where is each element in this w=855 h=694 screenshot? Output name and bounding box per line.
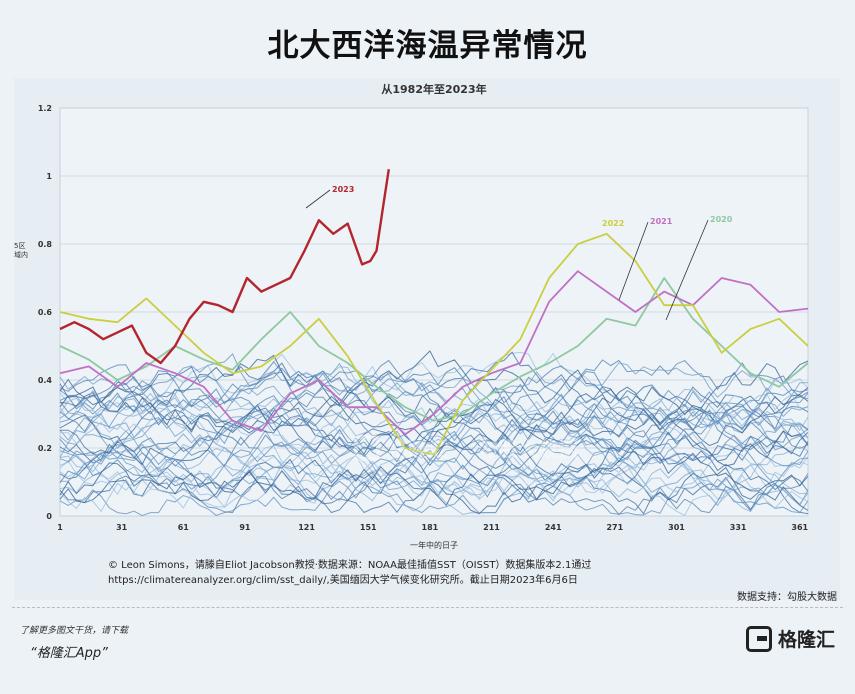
x-tick-label: 151 — [360, 523, 377, 532]
annotation-2023: 2023 — [332, 185, 354, 194]
chart-title: 从1982年至2023年 — [381, 82, 486, 96]
watermark-logo-icon — [354, 434, 380, 461]
x-tick-label: 241 — [545, 523, 562, 532]
divider — [12, 607, 843, 608]
y-tick-label: 0.8 — [38, 240, 53, 249]
x-tick-label: 361 — [791, 523, 808, 532]
background-series-line — [59, 387, 809, 453]
background-series-line — [59, 456, 809, 515]
background-series-line — [59, 458, 809, 516]
promo-line1: 了解更多图文干货，请下载 — [20, 626, 129, 636]
series-line-2023 — [59, 169, 390, 365]
background-series-line — [59, 429, 809, 502]
y-axis-label: 5区域内 — [14, 242, 28, 259]
background-series-line — [59, 351, 809, 430]
background-series-line — [59, 407, 809, 485]
y-tick-label: 1 — [46, 172, 52, 181]
background-series-line — [59, 480, 809, 517]
watermark: 格隆汇 勾股大数据 — [354, 433, 578, 462]
background-series-line — [59, 370, 809, 438]
background-series-line — [59, 407, 809, 477]
annotation-2021-pointer — [618, 221, 649, 301]
series-line-2021 — [59, 270, 809, 436]
x-tick-label: 61 — [178, 523, 190, 532]
watermark-left: 格隆汇 — [388, 437, 448, 461]
x-tick-label: 31 — [116, 523, 128, 532]
y-tick-label: 0.4 — [38, 376, 53, 385]
y-tick-label: 1.2 — [38, 104, 52, 113]
watermark-right: 勾股大数据 — [478, 437, 578, 461]
y-tick-label: 0.6 — [38, 308, 53, 317]
background-series-line — [60, 450, 809, 507]
background-series-line — [59, 351, 809, 426]
x-tick-label: 331 — [730, 523, 747, 532]
annotation-2021: 2021 — [650, 217, 673, 226]
background-series-line — [59, 373, 809, 439]
chart-svg: 0 0.2 0.4 0.6 0.8 1 1.2 1 31 61 91 121 151 181 211 241 2… — [14, 78, 840, 600]
background-series-line — [59, 359, 809, 407]
brand-logo: 格隆汇 — [745, 625, 835, 652]
x-axis-label: 一年中的日子 — [410, 540, 458, 550]
x-tick-label: 91 — [239, 523, 251, 532]
x-tick-label: 271 — [606, 523, 623, 532]
background-series-line — [59, 445, 809, 508]
background-series-line — [59, 434, 809, 490]
chart-panel: 0 0.2 0.4 0.6 0.8 1 1.2 1 31 61 91 121 151 181 211 241 2… — [14, 78, 840, 600]
background-series-line — [59, 408, 809, 470]
x-tick-label: 1 — [57, 523, 63, 532]
x-tick-label: 181 — [422, 523, 439, 532]
annotation-2023-pointer — [305, 189, 331, 209]
background-series-line — [59, 451, 809, 507]
source-note: © Leon Simons，请滕自Eliot Jacobson教授·数据来源：N… — [108, 560, 592, 586]
y-tick-label: 0 — [46, 512, 52, 521]
y-tick-label: 0.2 — [38, 444, 52, 453]
data-support: 数据支持：勾股大数据 — [737, 592, 837, 603]
brand-logo-icon — [745, 625, 772, 652]
annotation-2020: 2020 — [710, 215, 733, 224]
background-series-line — [59, 393, 809, 449]
background-series-line — [59, 370, 809, 432]
annotation-2022: 2022 — [602, 219, 624, 228]
background-series-line — [59, 463, 809, 515]
x-tick-label: 121 — [298, 523, 315, 532]
annotation-2020-pointer — [665, 219, 709, 321]
series-line-2022 — [59, 232, 809, 456]
background-series-line — [59, 362, 809, 407]
x-tick-label: 211 — [483, 523, 500, 532]
brand-name: 格隆汇 — [777, 629, 835, 651]
promo-line2: “格隆汇App” — [30, 646, 108, 661]
page-title: 北大西洋海温异常情况 — [267, 28, 588, 64]
x-tick-label: 301 — [668, 523, 685, 532]
background-series-line — [59, 350, 809, 416]
